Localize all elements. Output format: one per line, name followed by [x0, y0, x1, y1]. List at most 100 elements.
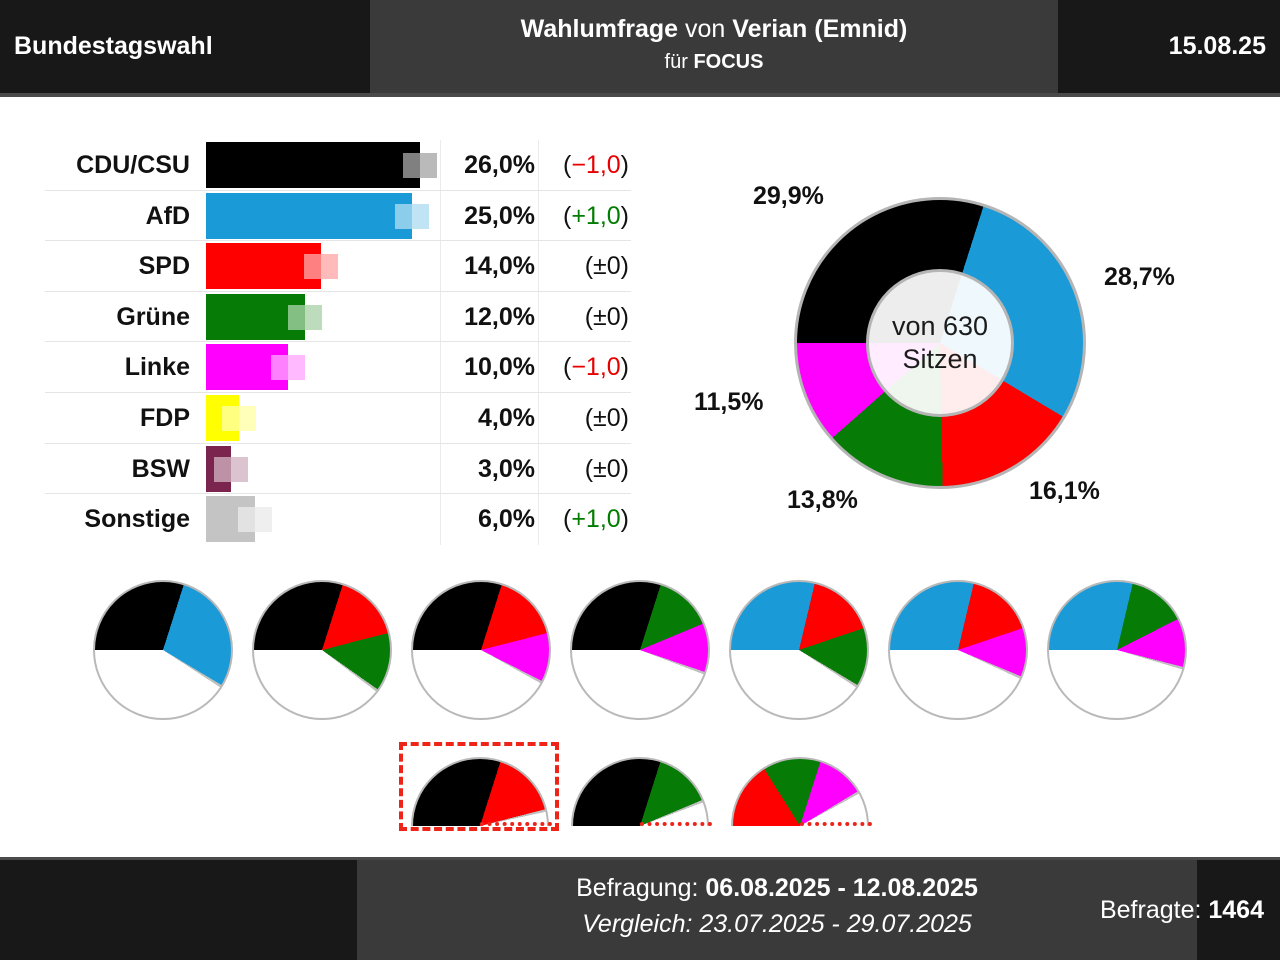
previous-value-marker-inner — [304, 254, 322, 280]
change-paren-close: ) — [620, 302, 629, 331]
party-row: FDP 4,0% (±0) — [45, 393, 631, 444]
seat-share-label-afd: 28,7% — [1104, 263, 1175, 291]
poll-subtitle-prefix: für — [664, 51, 694, 73]
coalition-pie-afd-spd-linke — [888, 580, 1028, 720]
party-label: BSW — [131, 454, 190, 483]
election-title: Bundestagswahl — [14, 32, 213, 60]
party-label: AfD — [145, 201, 190, 230]
party-row: Linke 10,0% (−1,0) — [45, 342, 631, 393]
donut-center-line1: von 630 — [891, 311, 989, 341]
change-paren-open: ( — [584, 252, 594, 281]
party-value: 14,0% — [464, 252, 535, 281]
header: Wahlumfrage von Verian (Emnid) für FOCUS… — [0, 0, 1280, 97]
highlighted-coalition-box — [399, 742, 559, 831]
change-paren-close: ) — [620, 353, 629, 382]
change-paren-open: ( — [562, 505, 572, 534]
party-value: 6,0% — [478, 505, 535, 534]
column-grid-line — [538, 140, 539, 545]
party-label: CDU/CSU — [76, 151, 190, 179]
change-paren-close: ) — [620, 505, 629, 534]
party-bar — [206, 192, 412, 239]
seat-donut-center: von 630 Sitzen — [866, 269, 1014, 417]
party-row: AfD 25,0% (+1,0) — [45, 191, 631, 242]
change-number: ±0 — [593, 454, 621, 483]
previous-value-marker-inner — [287, 304, 305, 330]
party-label: SPD — [138, 252, 190, 281]
coalition-pie-cdu-afd — [93, 580, 233, 720]
party-value: 25,0% — [464, 201, 535, 230]
bar-chart: CDU/CSU 26,0% (−1,0) AfD 25,0% (+1,0) SPD 14,0%… — [45, 140, 631, 545]
coalition-gauge-spd-gruene-linke — [731, 757, 869, 826]
footer-divider — [0, 857, 1280, 860]
party-row: Grüne 12,0% (±0) — [45, 292, 631, 343]
previous-value-marker-outer — [255, 507, 273, 533]
previous-value-marker-inner — [394, 203, 412, 229]
change-paren-open: ( — [584, 403, 594, 432]
change-number: ±0 — [593, 302, 621, 331]
poll-client: FOCUS — [693, 51, 764, 73]
party-change: (±0) — [509, 444, 629, 494]
seat-share-label-spd: 16,1% — [1029, 477, 1100, 505]
party-change: (+1,0) — [509, 191, 629, 241]
header-divider — [0, 93, 1280, 97]
seat-chart: von 630 Sitzen 29,9% 28,7% 16,1% 13,8% 1… — [660, 160, 1280, 560]
party-change: (+1,0) — [509, 494, 629, 544]
coalition-pie-cdu-spd-gruene — [252, 580, 392, 720]
change-paren-close: ) — [620, 403, 629, 432]
poll-date: 15.08.25 — [1168, 32, 1266, 60]
coalition-pies — [0, 580, 1280, 720]
previous-value-marker-inner — [402, 153, 420, 178]
coalition-pie-cdu-gruene-linke — [570, 580, 710, 720]
change-paren-close: ) — [620, 454, 629, 483]
party-row: CDU/CSU 26,0% (−1,0) — [45, 140, 631, 191]
previous-value-marker-outer — [288, 355, 306, 381]
seat-share-label-gruene: 13,8% — [787, 486, 858, 514]
footer-center-panel: Befragung: 06.08.2025 - 12.08.2025 Vergl… — [357, 860, 1197, 960]
change-paren-open: ( — [584, 302, 594, 331]
majority-threshold-line — [800, 822, 872, 826]
majority-threshold-line — [480, 822, 552, 826]
change-number: +1,0 — [571, 201, 621, 230]
change-number: −1,0 — [571, 151, 621, 179]
party-bar — [206, 243, 322, 290]
respondents: Befragte: 1464 — [1100, 860, 1264, 960]
majority-threshold-line — [640, 822, 712, 826]
coalition-pie-afd-spd-gruene — [729, 580, 869, 720]
previous-value-marker-outer — [321, 254, 339, 280]
survey-period-prefix: Befragung: — [576, 874, 706, 902]
previous-value-marker-inner — [271, 355, 289, 381]
seat-donut: von 630 Sitzen — [794, 197, 1086, 489]
poll-title-connector: von — [678, 15, 733, 43]
seat-share-label-linke: 11,5% — [694, 388, 764, 416]
change-paren-open: ( — [562, 151, 572, 179]
coalition-pie-cdu-spd-linke — [411, 580, 551, 720]
respondents-prefix: Befragte: — [1099, 896, 1209, 924]
party-value: 26,0% — [464, 151, 535, 179]
survey-period: Befragung: 06.08.2025 - 12.08.2025 — [357, 874, 1197, 903]
header-center-panel: Wahlumfrage von Verian (Emnid) für FOCUS — [370, 0, 1058, 93]
change-number: +1,0 — [571, 505, 621, 534]
previous-value-marker-outer — [411, 203, 429, 229]
party-value: 3,0% — [478, 454, 535, 483]
change-number: ±0 — [593, 403, 621, 432]
column-grid-line — [440, 140, 441, 545]
change-paren-close: ) — [620, 201, 629, 230]
party-change: (±0) — [509, 393, 629, 443]
respondents-count: 1464 — [1208, 896, 1264, 924]
party-bar — [206, 142, 420, 188]
change-paren-open: ( — [562, 201, 572, 230]
party-value: 10,0% — [464, 353, 535, 382]
previous-value-marker-outer — [238, 405, 256, 431]
party-change: (−1,0) — [509, 140, 629, 190]
party-value: 4,0% — [478, 403, 535, 432]
party-label: Sonstige — [84, 505, 190, 534]
change-paren-open: ( — [584, 454, 594, 483]
change-number: −1,0 — [571, 353, 621, 382]
poll-institute: Verian (Emnid) — [732, 15, 908, 43]
change-paren-close: ) — [620, 252, 629, 281]
party-value: 12,0% — [464, 302, 535, 331]
party-label: Linke — [124, 353, 190, 382]
donut-center-line2: Sitzen — [902, 344, 978, 374]
party-change: (±0) — [509, 241, 629, 291]
